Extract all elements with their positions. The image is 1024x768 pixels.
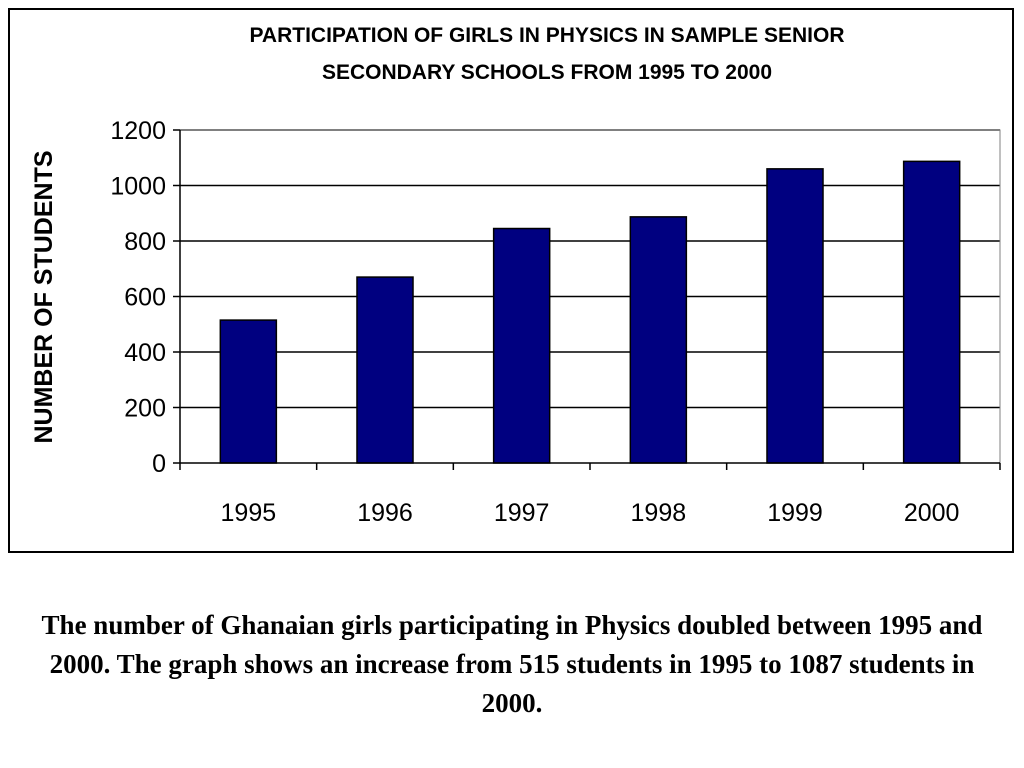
bar bbox=[766, 168, 824, 464]
y-axis-label: NUMBER OF STUDENTS bbox=[30, 150, 58, 443]
chart-title-line-2: SECONDARY SCHOOLS FROM 1995 TO 2000 bbox=[322, 61, 772, 84]
chart-title-line-1: PARTICIPATION OF GIRLS IN PHYSICS IN SAM… bbox=[249, 24, 844, 47]
gridlines bbox=[180, 129, 1000, 409]
x-tick-label: 1996 bbox=[357, 499, 413, 527]
x-tick-label: 2000 bbox=[904, 499, 960, 527]
x-tick-label: 1995 bbox=[221, 499, 277, 527]
y-tick-label: 1000 bbox=[110, 173, 166, 201]
y-tick-label: 0 bbox=[152, 450, 166, 478]
y-tick-label: 400 bbox=[124, 339, 166, 367]
slide-caption: The number of Ghanaian girls participati… bbox=[41, 610, 983, 718]
x-tick-labels: 1995 1996 1997 1998 1999 2000 bbox=[221, 499, 960, 527]
y-tick-label: 600 bbox=[124, 284, 166, 312]
axes bbox=[173, 129, 1001, 470]
bar bbox=[629, 216, 688, 464]
bar bbox=[492, 227, 551, 464]
bar-chart: PARTICIPATION OF GIRLS IN PHYSICS IN SAM… bbox=[30, 24, 1001, 527]
bar bbox=[902, 160, 961, 464]
bar bbox=[219, 319, 278, 464]
chart-frame: PARTICIPATION OF GIRLS IN PHYSICS IN SAM… bbox=[8, 8, 1014, 553]
y-tick-label: 800 bbox=[124, 228, 166, 256]
x-tick-label: 1998 bbox=[631, 499, 687, 527]
y-tick-label: 200 bbox=[124, 395, 166, 423]
y-tick-labels: 0 200 400 600 800 1000 1200 bbox=[110, 117, 166, 478]
bar bbox=[356, 276, 414, 464]
bars bbox=[219, 160, 961, 464]
x-tick-label: 1999 bbox=[767, 499, 823, 527]
x-tick-label: 1997 bbox=[494, 499, 550, 527]
y-tick-label: 1200 bbox=[110, 117, 166, 145]
